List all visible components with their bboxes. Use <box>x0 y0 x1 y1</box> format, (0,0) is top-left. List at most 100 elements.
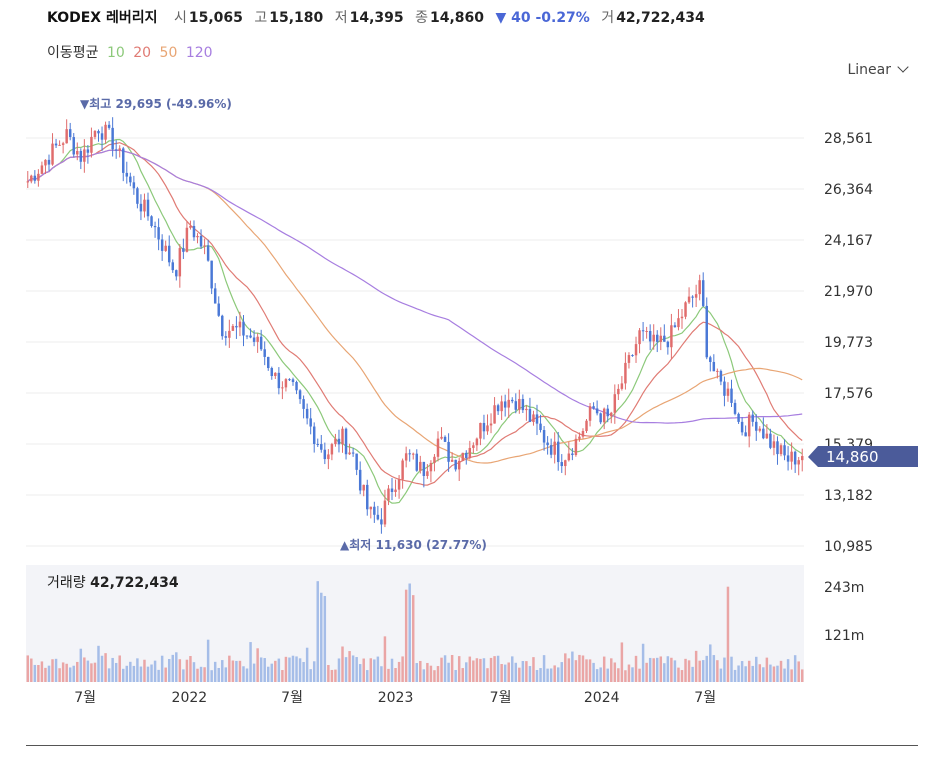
candle-body <box>373 506 376 515</box>
candle-body <box>751 414 754 422</box>
volume-bar <box>411 595 415 682</box>
scale-dropdown-value: Linear <box>847 62 891 78</box>
volume-bar <box>454 669 457 682</box>
candle-body <box>47 159 51 165</box>
candle-body <box>256 336 259 342</box>
volume-bar <box>793 655 797 682</box>
volume-bar <box>203 667 206 682</box>
volume-bar <box>740 661 744 682</box>
scale-dropdown[interactable]: Linear <box>847 61 909 78</box>
volume-bar <box>337 658 341 682</box>
volume-bar <box>730 656 733 682</box>
volume-bar <box>705 655 708 682</box>
volume-bar <box>277 658 281 682</box>
volume-bar <box>309 669 312 682</box>
candle-body <box>235 325 238 328</box>
candle-body <box>553 441 556 455</box>
candle-body <box>783 445 786 456</box>
volume-bar <box>567 658 571 682</box>
candle-body <box>312 426 316 444</box>
volume-bar <box>118 655 121 682</box>
volume-bar <box>673 660 677 682</box>
volume-bar <box>539 668 542 682</box>
open-value: 15,065 <box>188 10 243 26</box>
high-annotation: ▼최고 29,695 (-49.96%) <box>80 96 232 111</box>
volume-bar <box>666 656 670 682</box>
candle-body <box>602 408 606 423</box>
candle-body <box>673 325 677 328</box>
candle-body <box>482 422 486 432</box>
volume-label: 거 <box>601 10 615 26</box>
volume-bar <box>139 666 143 682</box>
volume-bar <box>472 660 475 682</box>
candle-body <box>663 335 666 342</box>
volume-bar <box>641 643 645 682</box>
ma-50-label[interactable]: 50 <box>159 45 178 61</box>
candle-body <box>426 471 429 476</box>
volume-bar <box>178 659 182 682</box>
volume-bar <box>143 659 146 682</box>
volume-bar <box>496 655 500 682</box>
candle-body <box>387 488 390 501</box>
candle-body <box>730 388 733 403</box>
volume-bar <box>694 650 698 682</box>
volume-bar <box>86 660 90 682</box>
ma-120-label[interactable]: 120 <box>185 45 213 61</box>
candle-body <box>139 203 143 212</box>
volume-bar <box>631 667 634 682</box>
volume-bar <box>136 658 139 682</box>
volume-bar <box>719 668 723 682</box>
volume-bar <box>620 642 624 682</box>
volume-bar <box>755 656 758 682</box>
volume-bar <box>542 655 546 682</box>
y-tick-label: 21,970 <box>824 284 873 300</box>
candle-body <box>298 390 302 400</box>
volume-bar <box>33 664 37 682</box>
volume-bar <box>252 663 256 682</box>
candle-body <box>33 175 37 181</box>
candle-body <box>790 451 793 462</box>
candle-body <box>316 443 319 445</box>
open-label: 시 <box>173 10 187 26</box>
candle-body <box>450 459 454 462</box>
volume-bar <box>111 657 114 682</box>
candle-body <box>606 408 609 417</box>
candle-body <box>659 335 663 342</box>
candle-body <box>627 355 631 363</box>
candle-body <box>737 413 740 422</box>
candle-body <box>54 143 58 146</box>
volume-bar <box>747 660 751 682</box>
candle-body <box>776 441 779 455</box>
volume-bar <box>206 639 210 682</box>
volume-bar <box>564 653 567 682</box>
ma-10-label[interactable]: 10 <box>106 45 125 61</box>
volume-bar <box>404 589 408 682</box>
volume-panel-label: 거래량 <box>47 575 86 591</box>
volume-bar <box>160 655 164 682</box>
candle-body <box>143 199 146 212</box>
candle-body <box>656 334 659 342</box>
candle-body <box>358 469 362 491</box>
volume-bar <box>305 647 309 682</box>
volume-bar <box>408 583 411 682</box>
candle-body <box>90 136 93 153</box>
candle-body <box>104 124 107 140</box>
volume-bar <box>680 670 684 682</box>
y-tick-label: 24,167 <box>824 233 873 249</box>
volume-bar <box>298 658 302 682</box>
volume-bar <box>797 661 800 682</box>
candle-body <box>192 225 196 238</box>
candle-body <box>122 148 125 173</box>
volume-bar <box>588 659 592 682</box>
candle-body <box>132 182 136 189</box>
candle-body <box>454 459 457 470</box>
volume-bar <box>574 660 578 682</box>
volume-bar <box>595 669 599 682</box>
candle-body <box>762 428 765 439</box>
candle-body <box>698 280 701 295</box>
ma-20-label[interactable]: 20 <box>133 45 152 61</box>
volume-bar <box>581 655 585 682</box>
candle-body <box>631 355 634 357</box>
volume-bar <box>443 655 447 682</box>
